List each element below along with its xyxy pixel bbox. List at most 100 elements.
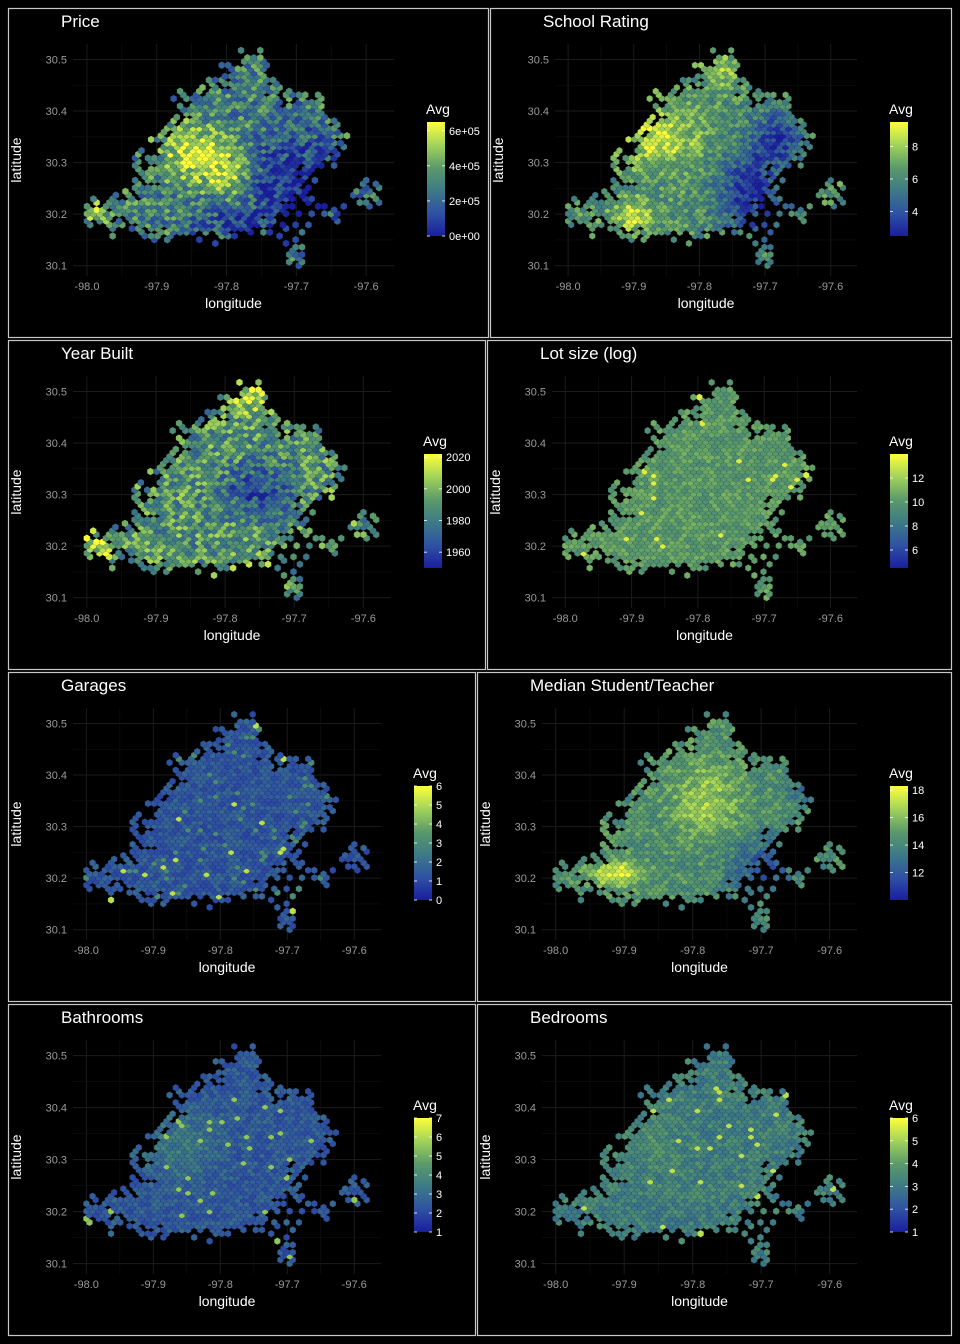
hex-bin (269, 76, 277, 85)
hex-bin (83, 866, 90, 875)
hex-bin (330, 205, 338, 215)
hex-bin (767, 250, 774, 259)
hex-bin (176, 87, 184, 96)
hex-bin (690, 393, 697, 402)
hex-bin (775, 430, 783, 439)
hex-bin (220, 404, 228, 413)
legend-tick-label: 12 (912, 473, 924, 485)
hex-bin (773, 183, 780, 192)
y-tick-label: 30.1 (46, 593, 67, 605)
hex-bin (647, 445, 654, 454)
hex-bin (818, 519, 825, 528)
hex-bin (330, 161, 338, 170)
hex-bin (221, 87, 229, 96)
legend-title: Avg (423, 433, 447, 449)
hex-bin (236, 378, 243, 387)
hex-bin (290, 552, 297, 561)
hex-bin (679, 76, 687, 84)
hex-bin (302, 552, 310, 561)
hex-bin (295, 209, 303, 218)
hex-bin (703, 232, 711, 240)
x-tick-label: -97.6 (818, 281, 843, 293)
hex-bin (93, 205, 101, 215)
hex-bin (693, 404, 700, 413)
hex-bin (751, 534, 758, 543)
panel-lot: Lot size (log)-98.0 -97.9 -97.8 -97.7 -97.63… (486, 339, 953, 671)
hex-bin (267, 408, 275, 417)
hex-bin (796, 538, 804, 546)
hex-bin (779, 176, 786, 185)
hex-bin (622, 467, 630, 476)
hex-bin (776, 209, 783, 218)
hex-bin (255, 385, 262, 394)
hex-bin (312, 422, 320, 431)
hex-bin (668, 567, 676, 576)
hex-bin (622, 497, 630, 506)
x-tick-label: -97.6 (354, 281, 379, 293)
hex-bin (721, 54, 729, 62)
hex-bin (736, 228, 744, 237)
hex-bin (118, 198, 126, 207)
x-tick-label: -97.7 (282, 613, 307, 625)
hex-bin (752, 202, 759, 211)
hex-bin (304, 220, 312, 229)
hex-bin (787, 534, 795, 543)
colorbar (424, 454, 442, 568)
y-tick-label: 30.2 (528, 209, 549, 221)
hex-bin (92, 870, 99, 878)
legend-tick-label: 4e+05 (449, 161, 480, 173)
hex-bin (735, 560, 743, 569)
hex-bin (613, 478, 621, 487)
hex-bin (766, 582, 773, 591)
x-tick-label: -98.0 (553, 613, 578, 625)
hex-bin (694, 72, 702, 81)
hex-bin (619, 515, 627, 524)
hex-bin (280, 571, 288, 580)
hex-bin (598, 519, 606, 528)
hex-bin (677, 408, 685, 416)
hex-bin (650, 434, 658, 442)
hex-bin (571, 538, 578, 546)
hex-bin (738, 408, 746, 416)
hex-bin (296, 560, 304, 569)
y-axis-label: latitude (8, 137, 24, 182)
hex-bin (279, 220, 287, 229)
hex-bin (766, 575, 773, 583)
hex-bin (749, 221, 756, 229)
hex-bin (137, 478, 145, 487)
hex-bin (298, 228, 306, 237)
y-axis-label: latitude (487, 469, 503, 514)
hex-bin (746, 232, 753, 240)
hex-bin (150, 486, 158, 495)
hex-bin (231, 231, 239, 241)
hex-bin (170, 94, 178, 103)
hex-bin (706, 65, 714, 73)
hex-bin (754, 419, 761, 428)
hex-bin (318, 541, 326, 550)
hex-bin (83, 202, 91, 211)
hex-bin (757, 534, 764, 543)
hex-bin (243, 53, 251, 62)
hex-bin (340, 202, 348, 211)
hex-bin (604, 556, 612, 565)
hex-bin (685, 239, 693, 248)
panel-border (7, 7, 490, 339)
hex-bin (372, 180, 380, 189)
hex-bin (223, 393, 231, 402)
hex-bin (308, 194, 316, 203)
hex-bin (112, 191, 120, 200)
hex-bin (752, 239, 759, 248)
panel-garage: Garages-98.0 -97.9 -97.8 -97.7 -97.630.130.2… (7, 671, 477, 1003)
hex-bin (561, 534, 569, 543)
hex-bin (107, 896, 115, 904)
y-tick-label: 30.3 (46, 158, 67, 170)
hex-bin (255, 378, 262, 387)
hex-bin (283, 434, 291, 443)
y-tick-label: 30.5 (46, 386, 67, 398)
hex-bin (764, 91, 771, 99)
hex-bin (763, 541, 770, 550)
y-tick-label: 30.4 (525, 438, 546, 450)
hex-bin (586, 564, 593, 572)
hex-bin (172, 445, 180, 454)
hex-bin (295, 847, 303, 856)
